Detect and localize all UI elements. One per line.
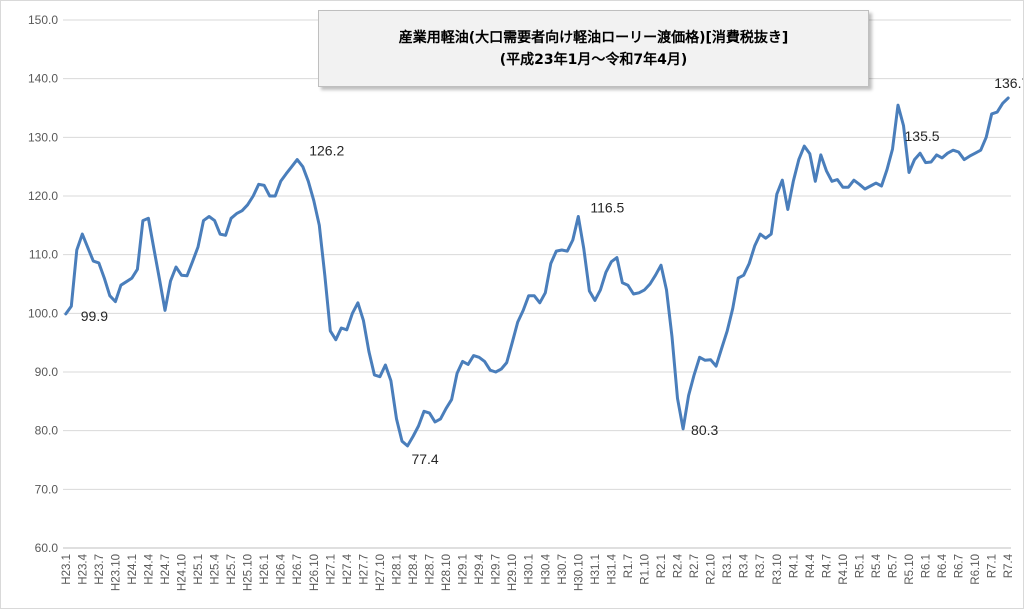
x-tick-label: H27.1 (325, 554, 337, 585)
x-tick-label: R4.10 (838, 554, 850, 585)
x-tick-label: H31.4 (606, 553, 618, 584)
x-tick-label: R5.7 (888, 554, 900, 578)
x-tick-label: H29.7 (491, 554, 503, 585)
x-tick-label: R3.4 (739, 553, 751, 578)
x-tick-label: R1.7 (623, 554, 635, 578)
x-tick-label: H25.10 (243, 554, 255, 591)
x-tick-label: H27.4 (342, 553, 354, 584)
x-tick-label: H25.1 (193, 554, 205, 585)
y-tick-label: 80.0 (35, 424, 59, 438)
x-tick-label: H28.10 (441, 554, 453, 591)
x-tick-label: H23.1 (61, 554, 73, 585)
chart-subtitle: (平成23年1月～令和7年4月) (499, 51, 688, 68)
y-tick-label: 120.0 (28, 189, 58, 203)
x-tick-label: R6.10 (970, 554, 982, 585)
x-tick-label: H24.7 (160, 554, 172, 585)
y-tick-label: 90.0 (35, 365, 59, 379)
x-tick-label: R4.4 (805, 553, 817, 578)
x-tick-label: H27.10 (375, 554, 387, 591)
chart-title: 産業用軽油(大口需要者向け軽油ローリー渡価格)[消費税抜き] (398, 29, 789, 46)
x-tick-label: H30.1 (524, 554, 536, 585)
x-tick-label: H29.10 (507, 554, 519, 591)
x-tick-label: H28.4 (408, 553, 420, 584)
x-tick-label: H24.4 (143, 553, 155, 584)
x-tick-label: R3.7 (755, 554, 767, 578)
x-tick-label: H25.4 (210, 553, 222, 584)
x-tick-label: H29.1 (458, 554, 470, 585)
x-tick-label: H29.4 (474, 553, 486, 584)
series-line (64, 96, 1010, 448)
data-label: 116.5 (590, 200, 624, 216)
y-tick-label: 70.0 (35, 482, 59, 496)
x-tick-label: R2.4 (673, 553, 685, 578)
x-tick-label: H26.7 (292, 554, 304, 585)
x-tick-label: R7.1 (987, 554, 999, 578)
x-tick-label: H30.10 (573, 554, 585, 591)
data-label: 80.3 (691, 422, 718, 438)
x-tick-label: R6.7 (954, 554, 966, 578)
x-tick-label: H28.7 (425, 554, 437, 585)
x-tick-label: R4.1 (788, 554, 800, 578)
x-tick-label: H26.1 (259, 554, 271, 585)
x-tick-label: H25.7 (226, 554, 238, 585)
chart-title-box: 産業用軽油(大口需要者向け軽油ローリー渡価格)[消費税抜き] (平成23年1月～… (318, 10, 869, 87)
x-tick-label: H24.10 (177, 554, 189, 591)
x-tick-label: H28.1 (391, 554, 403, 585)
x-tick-label: R5.10 (904, 554, 916, 585)
x-tick-label: H26.4 (276, 553, 288, 584)
y-tick-label: 60.0 (35, 541, 59, 555)
x-tick-label: R1.10 (639, 554, 651, 585)
x-tick-label: H24.1 (127, 554, 139, 585)
x-tick-label: R3.10 (772, 554, 784, 585)
x-tick-label: R2.7 (689, 554, 701, 578)
x-tick-label: H23.4 (77, 553, 89, 584)
x-tick-label: H30.7 (557, 554, 569, 585)
data-label: 135.5 (905, 128, 940, 144)
x-tick-label: R2.1 (656, 554, 668, 578)
data-label: 99.9 (81, 308, 108, 324)
y-tick-label: 110.0 (29, 248, 58, 262)
y-tick-label: 100.0 (28, 306, 58, 320)
x-tick-label: R5.1 (854, 554, 866, 578)
x-tick-label: R3.1 (722, 554, 734, 578)
data-label: 77.4 (411, 451, 438, 467)
data-label: 136.7 (994, 75, 1023, 91)
x-tick-label: H31.1 (590, 554, 602, 585)
x-tick-label: H23.10 (110, 554, 122, 591)
x-tick-label: R7.4 (1003, 553, 1015, 578)
x-tick-label: H27.7 (358, 554, 370, 585)
x-tick-label: R4.7 (821, 554, 833, 578)
data-label: 126.2 (309, 143, 344, 159)
x-tick-label: R6.1 (921, 554, 933, 578)
x-tick-label: H26.10 (309, 554, 321, 591)
x-tick-label: H30.4 (540, 553, 552, 584)
x-tick-label: H23.7 (94, 554, 106, 585)
y-tick-label: 130.0 (28, 130, 58, 144)
x-tick-label: R6.4 (937, 553, 949, 578)
y-tick-label: 150.0 (28, 13, 58, 27)
x-tick-label: R5.4 (871, 553, 883, 578)
y-tick-label: 140.0 (28, 72, 58, 86)
x-tick-label: R2.10 (706, 554, 718, 585)
